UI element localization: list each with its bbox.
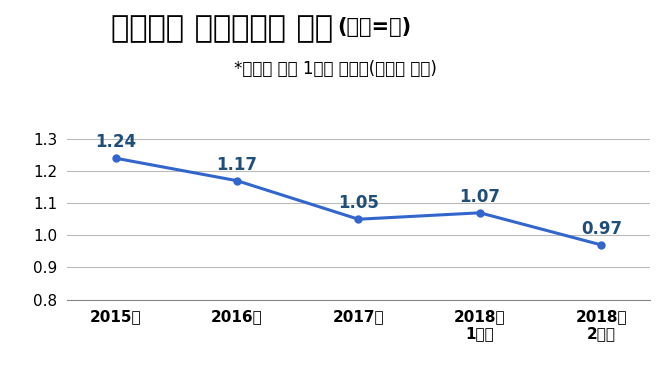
Text: (단위=명): (단위=명) xyxy=(337,17,411,37)
Text: 0.97: 0.97 xyxy=(581,220,622,238)
Text: 우리나라 합계출산율 추이: 우리나라 합계출산율 추이 xyxy=(111,15,333,44)
Text: 1.24: 1.24 xyxy=(95,133,136,151)
Text: 1.17: 1.17 xyxy=(216,156,257,174)
Text: 1.07: 1.07 xyxy=(460,188,500,206)
Text: *가임기 여성 1명당 출산율(통계청 제공): *가임기 여성 1명당 출산율(통계청 제공) xyxy=(234,60,436,78)
Text: 1.05: 1.05 xyxy=(338,194,379,212)
